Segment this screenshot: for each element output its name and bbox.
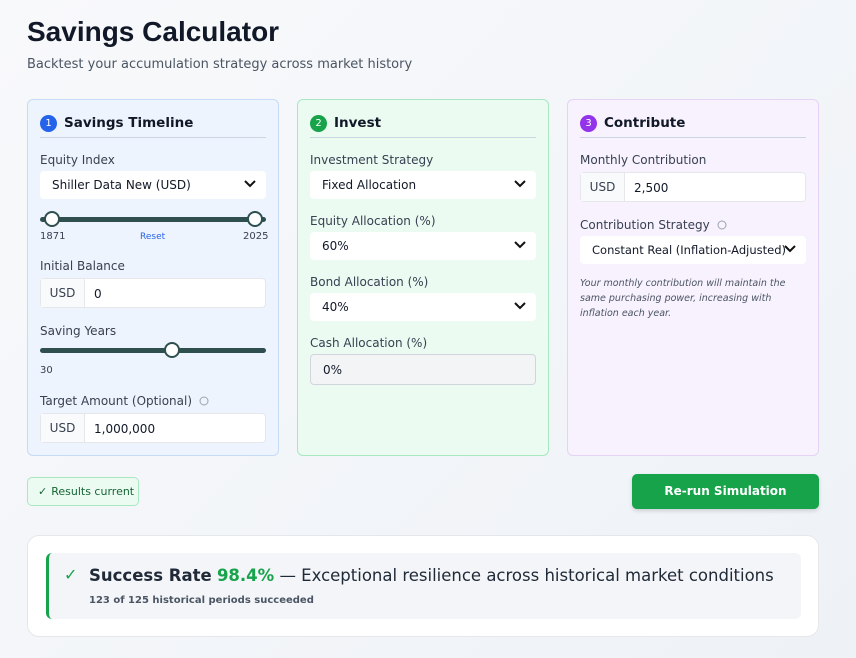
initial-balance-input[interactable]: USD 0 (40, 278, 266, 308)
field-label: Saving Years (40, 324, 117, 338)
label-text: Target Amount (Optional) (40, 394, 193, 408)
panel-title: Contribute (604, 115, 686, 131)
result-box: ✓ Success Rate 98.4% — Exceptional resil… (46, 553, 801, 619)
slider-thumb[interactable] (247, 211, 263, 227)
chevron (784, 245, 796, 253)
strategy-note: Your monthly contribution will maintain … (580, 278, 786, 319)
step-number: 3 (580, 115, 597, 132)
slider-value: 30 (40, 365, 53, 376)
select-value: 40% (322, 300, 349, 314)
chevron (514, 302, 526, 310)
page-title: Savings Calculator (27, 16, 280, 47)
success-rate: 98.4% (216, 566, 275, 585)
field-label: Initial Balance (40, 259, 125, 273)
cash-field: 0% (310, 354, 536, 385)
years-slider[interactable] (40, 348, 266, 353)
strategy-select[interactable]: Fixed Allocation (310, 171, 536, 199)
input-value: 1,000,000 (94, 422, 156, 436)
field-label: Contribution Strategy (580, 218, 727, 232)
field-label: Equity Allocation (%) (310, 214, 436, 228)
field-value: 0% (323, 363, 343, 377)
field-label: Equity Index (40, 153, 115, 167)
field-label: Monthly Contribution (580, 153, 707, 167)
help-icon[interactable] (199, 396, 209, 406)
currency-unit: USD (581, 173, 625, 201)
result-detail: 123 of 125 historical periods succeeded (89, 595, 314, 606)
bond-select[interactable]: 40% (310, 293, 536, 321)
panel-title: Invest (334, 115, 382, 131)
field-label: Bond Allocation (%) (310, 275, 429, 289)
invest-panel: 2 Invest Investment Strategy Fixed Alloc… (297, 99, 549, 456)
divider (40, 137, 266, 138)
result-headline: Success Rate 98.4% — Exceptional resilie… (89, 566, 774, 585)
result-label: Success Rate (89, 566, 212, 585)
range-slider[interactable] (40, 217, 266, 222)
reset-link[interactable]: Reset (140, 232, 166, 242)
slider-thumb[interactable] (44, 211, 60, 227)
monthly-input[interactable]: USD 2,500 (580, 172, 806, 202)
contribution-strategy-select[interactable]: Constant Real (Inflation-Adjusted) (580, 236, 806, 264)
divider (580, 137, 806, 138)
check-icon: ✓ (64, 565, 78, 584)
page-subtitle: Backtest your accumulation strategy acro… (27, 57, 413, 72)
equity-index-select[interactable]: Shiller Data New (USD) (40, 171, 266, 199)
slider-thumb[interactable] (164, 342, 180, 358)
timeline-panel: 1 Savings Timeline Equity Index Shiller … (27, 99, 279, 456)
panel-title: Savings Timeline (64, 115, 194, 131)
range-end: 2025 (243, 231, 269, 242)
range-start: 1871 (40, 231, 66, 242)
input-value: 0 (94, 287, 102, 301)
field-label: Investment Strategy (310, 153, 434, 167)
contribute-panel: 3 Contribute Monthly Contribution USD 2,5… (567, 99, 819, 456)
chevron (514, 180, 526, 188)
field-label: Target Amount (Optional) (40, 394, 209, 408)
step-number: 1 (40, 115, 57, 132)
input-value: 2,500 (634, 181, 669, 195)
select-value: 60% (322, 239, 349, 253)
step-number: 2 (310, 115, 327, 132)
field-label: Cash Allocation (%) (310, 336, 428, 350)
currency-unit: USD (41, 414, 85, 442)
target-input[interactable]: USD 1,000,000 (40, 413, 266, 443)
select-value: Shiller Data New (USD) (52, 178, 191, 192)
select-value: Fixed Allocation (322, 178, 417, 192)
label-text: Contribution Strategy (580, 218, 710, 232)
select-value: Constant Real (Inflation-Adjusted) (592, 243, 786, 257)
status-badge: ✓ Results current (27, 477, 139, 506)
rerun-button[interactable]: Re-run Simulation (632, 474, 819, 509)
chevron (244, 180, 256, 188)
currency-unit: USD (41, 279, 85, 307)
result-description: — Exceptional resilience across historic… (279, 566, 774, 585)
result-card: ✓ Success Rate 98.4% — Exceptional resil… (27, 535, 819, 637)
equity-select[interactable]: 60% (310, 232, 536, 260)
status-text: Results current (51, 485, 135, 498)
help-icon[interactable] (717, 220, 727, 230)
divider (310, 137, 536, 138)
chevron (514, 241, 526, 249)
check-icon: ✓ (38, 485, 48, 498)
